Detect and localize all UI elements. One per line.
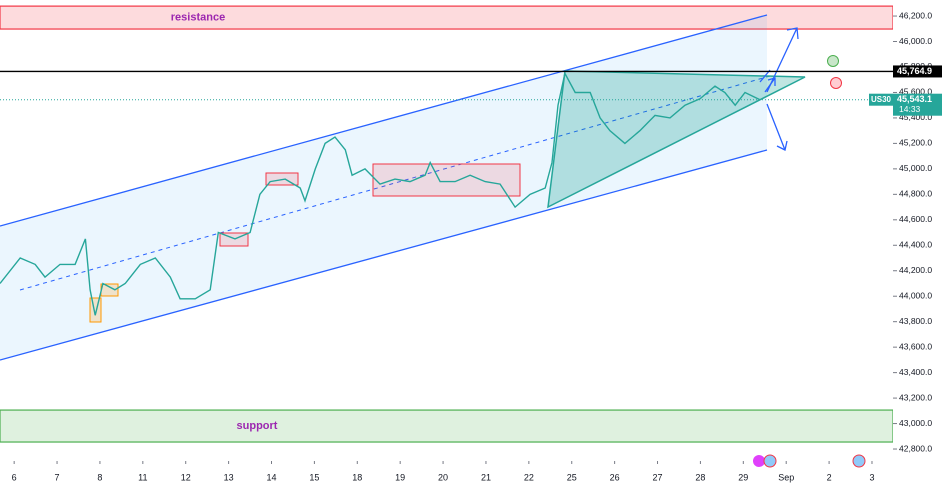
event-icon (763, 454, 777, 468)
y-tick-label: 43,200.0 (899, 392, 932, 402)
channel-lower (0, 149, 768, 361)
y-tick-label: 46,200.0 (899, 10, 932, 20)
y-tick-label: 42,800.0 (899, 443, 932, 453)
y-tick-label: 44,800.0 (899, 189, 932, 199)
y-tick-label: 43,800.0 (899, 316, 932, 326)
marker-down (830, 77, 842, 89)
x-tick-label: 14 (266, 472, 276, 482)
y-tick-label: 43,000.0 (899, 418, 932, 428)
symbol-label: US30 (871, 95, 892, 104)
zone-label: resistance (171, 11, 225, 23)
y-tick-label: 43,400.0 (899, 367, 932, 377)
x-tick-label: 6 (12, 472, 17, 482)
x-tick-label: 19 (395, 472, 405, 482)
event-icon (852, 454, 866, 468)
x-tick-label: 2 (827, 472, 832, 482)
y-tick-label: 45,000.0 (899, 163, 932, 173)
y-tick-label: 44,600.0 (899, 214, 932, 224)
x-tick-label: 21 (481, 472, 491, 482)
level-label: 45,764.9 (897, 66, 932, 76)
level-tag (893, 65, 942, 78)
x-tick-label: 15 (309, 472, 319, 482)
y-tick-label: 44,200.0 (899, 265, 932, 275)
plot (0, 70, 893, 316)
x-tick-label: 27 (653, 472, 663, 482)
channel-fill (0, 15, 767, 360)
box (89, 297, 102, 323)
marker-up (827, 55, 839, 67)
price-label: 45,543.1 (897, 94, 932, 104)
x-tick-label: 26 (610, 472, 620, 482)
x-tick-label: 18 (352, 472, 362, 482)
zones: resistance support (0, 5, 894, 443)
x-tick-label: 20 (438, 472, 448, 482)
symbol-tag (869, 93, 893, 106)
x-tick-label: 3 (869, 472, 874, 482)
price-line (0, 71, 761, 316)
y-tick-label: 45,200.0 (899, 138, 932, 148)
price-axis (893, 0, 942, 495)
x-tick-label: 22 (524, 472, 534, 482)
x-tick-label: 7 (55, 472, 60, 482)
y-tick-label: 46,000.0 (899, 36, 932, 46)
y-tick-label: 45,600.0 (899, 87, 932, 97)
countdown: 14:33 (899, 104, 921, 114)
box (372, 163, 521, 197)
x-tick-label: 13 (224, 472, 234, 482)
x-tick-label: 25 (567, 472, 577, 482)
event-icon (753, 455, 765, 467)
x-tick-label: Sep (778, 472, 794, 482)
x-tick-label: 29 (738, 472, 748, 482)
x-tick-label: 28 (695, 472, 705, 482)
channel-upper (0, 14, 768, 227)
axes: 46,200.046,000.045,800.045,600.045,400.0… (12, 10, 942, 482)
channel-mid (19, 75, 771, 291)
y-tick-label: 45,400.0 (899, 112, 932, 122)
zone (0, 409, 894, 443)
price-tag (893, 93, 942, 116)
x-tick-label: 8 (97, 472, 102, 482)
y-tick-label: 44,000.0 (899, 290, 932, 300)
triangle (547, 70, 806, 209)
x-tick-label: 11 (138, 472, 147, 482)
x-tick-label: 12 (181, 472, 191, 482)
drawings (0, 14, 866, 468)
zone-label: support (237, 420, 278, 432)
y-tick-label: 44,400.0 (899, 240, 932, 250)
y-tick-label: 43,600.0 (899, 341, 932, 351)
